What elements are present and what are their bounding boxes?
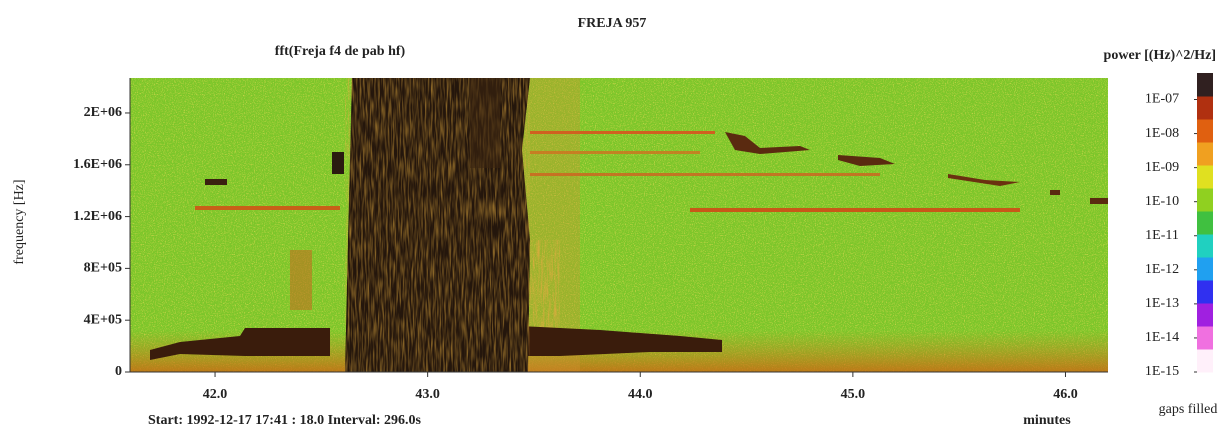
- chart-title: FREJA 957: [578, 16, 647, 31]
- emission-dash: [948, 174, 1020, 186]
- colorbar-tick-label: 1E-15: [1145, 364, 1179, 379]
- colorbar-segment: [1197, 349, 1213, 373]
- y-tick-label: 8E+05: [84, 261, 122, 276]
- emission-line: [690, 208, 1020, 212]
- y-tick-label: 1.6E+06: [73, 157, 122, 172]
- colorbar-segment: [1197, 188, 1213, 212]
- colorbar-segment: [1197, 280, 1213, 304]
- colorbar-segment: [1197, 73, 1213, 97]
- emission-line: [195, 206, 340, 210]
- emission-dash: [1090, 198, 1108, 204]
- colorbar-segment: [1197, 257, 1213, 281]
- colorbar-tick-label: 1E-07: [1145, 92, 1179, 107]
- x-tick-label: 42.0: [203, 387, 228, 402]
- noise: [130, 78, 1108, 372]
- y-axis-label: frequency [Hz]: [12, 179, 27, 264]
- subtitle: fft(Freja f4 de pab hf): [275, 44, 406, 59]
- emission-dash: [1050, 190, 1060, 195]
- haze: [290, 250, 312, 310]
- colorbar-tick-label: 1E-12: [1145, 262, 1179, 277]
- burst-texture: [345, 78, 530, 372]
- colorbar-segment: [1197, 326, 1213, 350]
- colorbar-label: power [(Hz)^2/Hz]: [1104, 48, 1216, 63]
- colorbar-tick-label: 1E-10: [1145, 194, 1179, 209]
- haze: [530, 240, 560, 340]
- y-tick-label: 2E+06: [84, 105, 122, 120]
- colorbar-segment: [1197, 96, 1213, 120]
- x-axis-label: minutes: [1023, 413, 1071, 428]
- x-tick-label: 44.0: [628, 387, 653, 402]
- emission-dash: [838, 155, 895, 166]
- x-tick-label: 45.0: [841, 387, 866, 402]
- colorbar-tick-label: 1E-08: [1145, 126, 1179, 141]
- colorbar-segment: [1197, 234, 1213, 258]
- emission-line: [530, 131, 715, 134]
- emission-dash: [725, 132, 810, 154]
- colorbar-note: gaps filled: [1159, 402, 1218, 417]
- emission-dash: [332, 152, 344, 174]
- y-tick-label: 0: [115, 364, 122, 379]
- colorbar-tick-label: 1E-13: [1145, 296, 1179, 311]
- burst-texture: [470, 78, 500, 168]
- colorbar-segment: [1197, 119, 1213, 143]
- x-tick-label: 43.0: [415, 387, 440, 402]
- colorbar-segment: [1197, 165, 1213, 189]
- low-band: [150, 328, 330, 360]
- emission-line: [530, 151, 700, 154]
- emission-dash: [205, 179, 227, 185]
- x-tick-label: 46.0: [1053, 387, 1078, 402]
- colorbar-tick-label: 1E-09: [1145, 160, 1179, 175]
- colorbar-segment: [1197, 303, 1213, 327]
- footer: Start: 1992-12-17 17:41 : 18.0 Interval:…: [148, 413, 422, 428]
- spectrogram: [130, 78, 1108, 372]
- y-tick-label: 4E+05: [84, 312, 122, 327]
- colorbar-tick-label: 1E-14: [1145, 330, 1179, 345]
- emission-line: [530, 173, 880, 176]
- colorbar-segment: [1197, 211, 1213, 235]
- colorbar-tick-label: 1E-11: [1145, 228, 1179, 243]
- low-band: [520, 326, 722, 356]
- colorbar-segment: [1197, 142, 1213, 166]
- y-tick-label: 1.2E+06: [73, 209, 122, 224]
